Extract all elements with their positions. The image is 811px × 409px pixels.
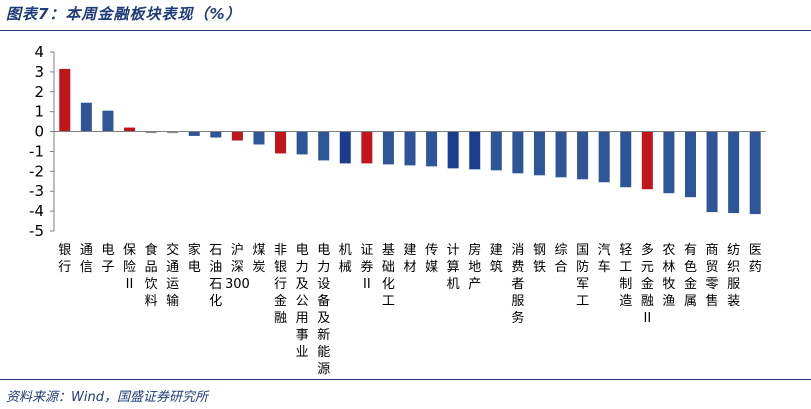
x-category-label: 银行 [58,243,71,275]
x-category-label: 轻工制造 [619,243,632,309]
bar [124,127,136,132]
title-divider [0,30,811,31]
y-tick-label: -2 [29,162,44,180]
y-tick-label: 0 [34,123,44,141]
y-tick-label: 2 [34,83,44,101]
bar [490,131,502,171]
chart-title: 图表7：本周金融板块表现（%） [6,5,242,23]
x-category-label: 机械 [339,243,352,275]
x-category-label: 有色金属 [684,243,697,309]
y-tick-label: -3 [29,182,44,200]
x-category-label: 食品饮料 [145,242,158,309]
bar [620,131,632,188]
bar [188,131,200,136]
x-category-label: 国防军工 [576,243,589,309]
footer-divider [0,379,811,380]
bar [577,131,589,180]
y-tick-label: -5 [29,222,44,240]
bar [598,131,610,183]
y-tick-label: 4 [34,43,44,61]
bar [59,68,71,132]
x-category-label: 电力及公用事业 [296,243,309,360]
bar [706,131,718,213]
bar [210,131,222,138]
bar [361,131,373,164]
x-category-label: 石油石化 [209,243,222,309]
x-category-label: 家电 [188,242,201,275]
x-category-label: 传媒 [425,243,438,275]
bar [318,131,330,161]
x-category-label: 多元金融 II [641,242,654,326]
x-category-label: 煤炭 [252,243,265,275]
bar [447,131,459,169]
x-category-label: 建材 [403,243,416,275]
y-axis: 4 3 2 1 0-1 -2 -3 -4 -5 [29,43,55,240]
bar [275,131,287,154]
bar [253,131,265,145]
x-category-label: 通信 [80,243,93,275]
bar [382,131,394,165]
bar [404,131,416,166]
bar [231,131,243,141]
x-category-label: 消费者服务 [511,243,524,326]
bar [663,131,675,194]
bars [59,68,761,215]
bar [512,131,524,174]
x-category-label: 电力设备及新能源 [317,243,330,377]
x-category-label: 电子 [101,243,114,275]
x-category-label: 证券 II [360,243,373,292]
x-category-label: 保险 II [123,243,136,292]
bar [80,102,92,132]
bar [145,131,157,134]
bar [426,131,438,167]
bar [296,131,308,155]
x-category-label: 沪深 300 [225,242,250,292]
x-category-label: 综合 [555,243,568,275]
bar [533,131,545,176]
x-category-label: 建筑 [490,243,503,275]
bar [469,131,481,170]
source-note: 资料来源：Wind，国盛证券研究所 [6,390,208,405]
x-category-label: 医药 [749,243,762,275]
x-category-label: 农林牧渔 [662,243,675,309]
bar [749,131,761,215]
bar [728,131,740,214]
x-category-label: 房地产 [468,242,481,292]
x-category-label: 计算机 [447,243,460,292]
bar [684,131,696,198]
x-category-label: 基础化工 [382,243,395,309]
x-category-label: 交通运输 [166,242,179,309]
y-tick-label: -1 [29,142,44,160]
x-category-label: 商贸零售 [706,243,719,309]
x-category-label: 纺织服装 [727,243,740,309]
bar [167,131,179,134]
bar [102,110,114,132]
bar [339,131,351,164]
y-tick-label: -4 [29,202,44,220]
y-tick-label: 3 [34,63,44,81]
x-category-label: 钢铁 [533,243,546,275]
bar [641,131,653,190]
bar [555,131,567,178]
y-tick-label: 1 [34,103,44,121]
x-category-label: 汽车 [598,243,611,275]
x-category-label: 非银行金融 [274,243,287,326]
